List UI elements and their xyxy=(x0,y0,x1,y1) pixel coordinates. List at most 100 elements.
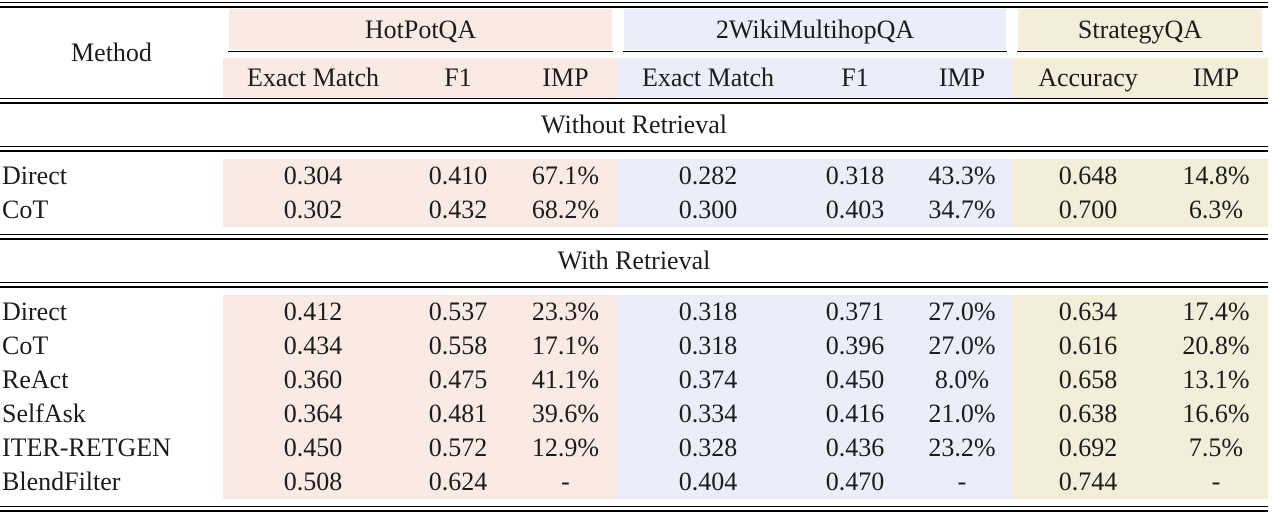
value-cell: 0.481 xyxy=(403,397,513,431)
section-title-with-retrieval: With Retrieval xyxy=(557,246,711,275)
table-row: Direct 0.412 0.537 23.3% 0.318 0.371 27.… xyxy=(0,295,1268,329)
column-header-imp: IMP xyxy=(1164,58,1268,98)
value-cell: 0.412 xyxy=(223,295,403,329)
column-header-imp: IMP xyxy=(912,58,1012,98)
value-cell: 0.624 xyxy=(403,465,513,499)
bottom-rule xyxy=(0,506,1268,512)
value-cell: 0.648 xyxy=(1012,159,1164,193)
method-cell: ReAct xyxy=(2,365,69,394)
value-cell: 0.434 xyxy=(223,329,403,363)
group-header-strategyqa: StrategyQA xyxy=(1018,9,1262,50)
table-header: HotPotQA 2WikiMultihopQA StrategyQA Exac… xyxy=(0,8,1268,98)
column-header-accuracy: Accuracy xyxy=(1012,58,1164,98)
value-cell: 0.692 xyxy=(1012,431,1164,465)
group-header-2wikimultihopqa: 2WikiMultihopQA xyxy=(624,9,1006,50)
value-cell: 0.371 xyxy=(798,295,912,329)
value-cell: 0.700 xyxy=(1012,193,1164,227)
cmidrule-2wikimultihopqa xyxy=(623,51,1007,58)
value-cell: 67.1% xyxy=(513,159,618,193)
group-header-row: HotPotQA 2WikiMultihopQA StrategyQA xyxy=(0,8,1268,51)
value-cell: 0.374 xyxy=(618,363,798,397)
value-cell: 0.304 xyxy=(223,159,403,193)
value-cell: 0.638 xyxy=(1012,397,1164,431)
value-cell: 43.3% xyxy=(912,159,1012,193)
value-cell: 0.410 xyxy=(403,159,513,193)
value-cell: 0.396 xyxy=(798,329,912,363)
rule xyxy=(0,234,1268,240)
with-retrieval-rows: Direct 0.412 0.537 23.3% 0.318 0.371 27.… xyxy=(0,291,1268,503)
value-cell: 17.1% xyxy=(513,329,618,363)
value-cell: 12.9% xyxy=(513,431,618,465)
value-cell: 68.2% xyxy=(513,193,618,227)
value-cell: 0.658 xyxy=(1012,363,1164,397)
cmidrule-row xyxy=(0,51,1268,58)
method-cell: Direct xyxy=(2,297,67,326)
method-cell: CoT xyxy=(2,331,49,360)
value-cell: - xyxy=(912,465,1012,499)
value-cell: - xyxy=(513,465,618,499)
value-cell: 23.2% xyxy=(912,431,1012,465)
column-header-f1: F1 xyxy=(403,58,513,98)
value-cell: 7.5% xyxy=(1164,431,1268,465)
method-cell: SelfAsk xyxy=(2,399,86,428)
value-cell: 27.0% xyxy=(912,329,1012,363)
method-header: Method xyxy=(71,38,152,67)
value-cell: 21.0% xyxy=(912,397,1012,431)
value-cell: 0.450 xyxy=(798,363,912,397)
value-cell: 0.318 xyxy=(618,295,798,329)
method-cell: CoT xyxy=(2,195,49,224)
rule xyxy=(0,282,1268,288)
cmidrule-strategyqa xyxy=(1017,51,1263,58)
value-cell: 13.1% xyxy=(1164,363,1268,397)
value-cell: 0.616 xyxy=(1012,329,1164,363)
value-cell: 0.470 xyxy=(798,465,912,499)
method-cell: ITER-RETGEN xyxy=(2,433,171,462)
value-cell: 0.360 xyxy=(223,363,403,397)
value-cell: 0.537 xyxy=(403,295,513,329)
value-cell: 6.3% xyxy=(1164,193,1268,227)
column-header-imp: IMP xyxy=(513,58,618,98)
table-row: SelfAsk 0.364 0.481 39.6% 0.334 0.416 21… xyxy=(0,397,1268,431)
value-cell: 0.558 xyxy=(403,329,513,363)
value-cell: 0.436 xyxy=(798,431,912,465)
value-cell: 0.328 xyxy=(618,431,798,465)
value-cell: 41.1% xyxy=(513,363,618,397)
value-cell: 0.416 xyxy=(798,397,912,431)
table-row: CoT 0.302 0.432 68.2% 0.300 0.403 34.7% … xyxy=(0,193,1268,227)
top-rule xyxy=(0,2,1268,8)
value-cell: - xyxy=(1164,465,1268,499)
value-cell: 23.3% xyxy=(513,295,618,329)
table-row: ReAct 0.360 0.475 41.1% 0.374 0.450 8.0%… xyxy=(0,363,1268,397)
value-cell: 16.6% xyxy=(1164,397,1268,431)
value-cell: 0.744 xyxy=(1012,465,1164,499)
table-row: ITER-RETGEN 0.450 0.572 12.9% 0.328 0.43… xyxy=(0,431,1268,465)
value-cell: 0.450 xyxy=(223,431,403,465)
column-header-exact-match: Exact Match xyxy=(618,58,798,98)
value-cell: 0.318 xyxy=(618,329,798,363)
value-cell: 0.572 xyxy=(403,431,513,465)
value-cell: 39.6% xyxy=(513,397,618,431)
method-cell: BlendFilter xyxy=(2,467,121,496)
value-cell: 0.334 xyxy=(618,397,798,431)
value-cell: 0.403 xyxy=(798,193,912,227)
value-cell: 0.318 xyxy=(798,159,912,193)
value-cell: 0.508 xyxy=(223,465,403,499)
without-retrieval-rows: Direct 0.304 0.410 67.1% 0.282 0.318 43.… xyxy=(0,155,1268,231)
value-cell: 0.300 xyxy=(618,193,798,227)
cmidrule-hotpotqa xyxy=(228,51,613,58)
value-cell: 0.475 xyxy=(403,363,513,397)
value-cell: 0.634 xyxy=(1012,295,1164,329)
column-header-f1: F1 xyxy=(798,58,912,98)
value-cell: 34.7% xyxy=(912,193,1012,227)
column-header-row: Exact Match F1 IMP Exact Match F1 IMP Ac… xyxy=(0,58,1268,98)
method-cell: Direct xyxy=(2,161,67,190)
value-cell: 14.8% xyxy=(1164,159,1268,193)
group-header-hotpotqa: HotPotQA xyxy=(229,9,612,50)
value-cell: 20.8% xyxy=(1164,329,1268,363)
value-cell: 0.364 xyxy=(223,397,403,431)
column-header-exact-match: Exact Match xyxy=(223,58,403,98)
table-row: CoT 0.434 0.558 17.1% 0.318 0.396 27.0% … xyxy=(0,329,1268,363)
value-cell: 0.302 xyxy=(223,193,403,227)
section-title-without-retrieval: Without Retrieval xyxy=(541,110,727,139)
